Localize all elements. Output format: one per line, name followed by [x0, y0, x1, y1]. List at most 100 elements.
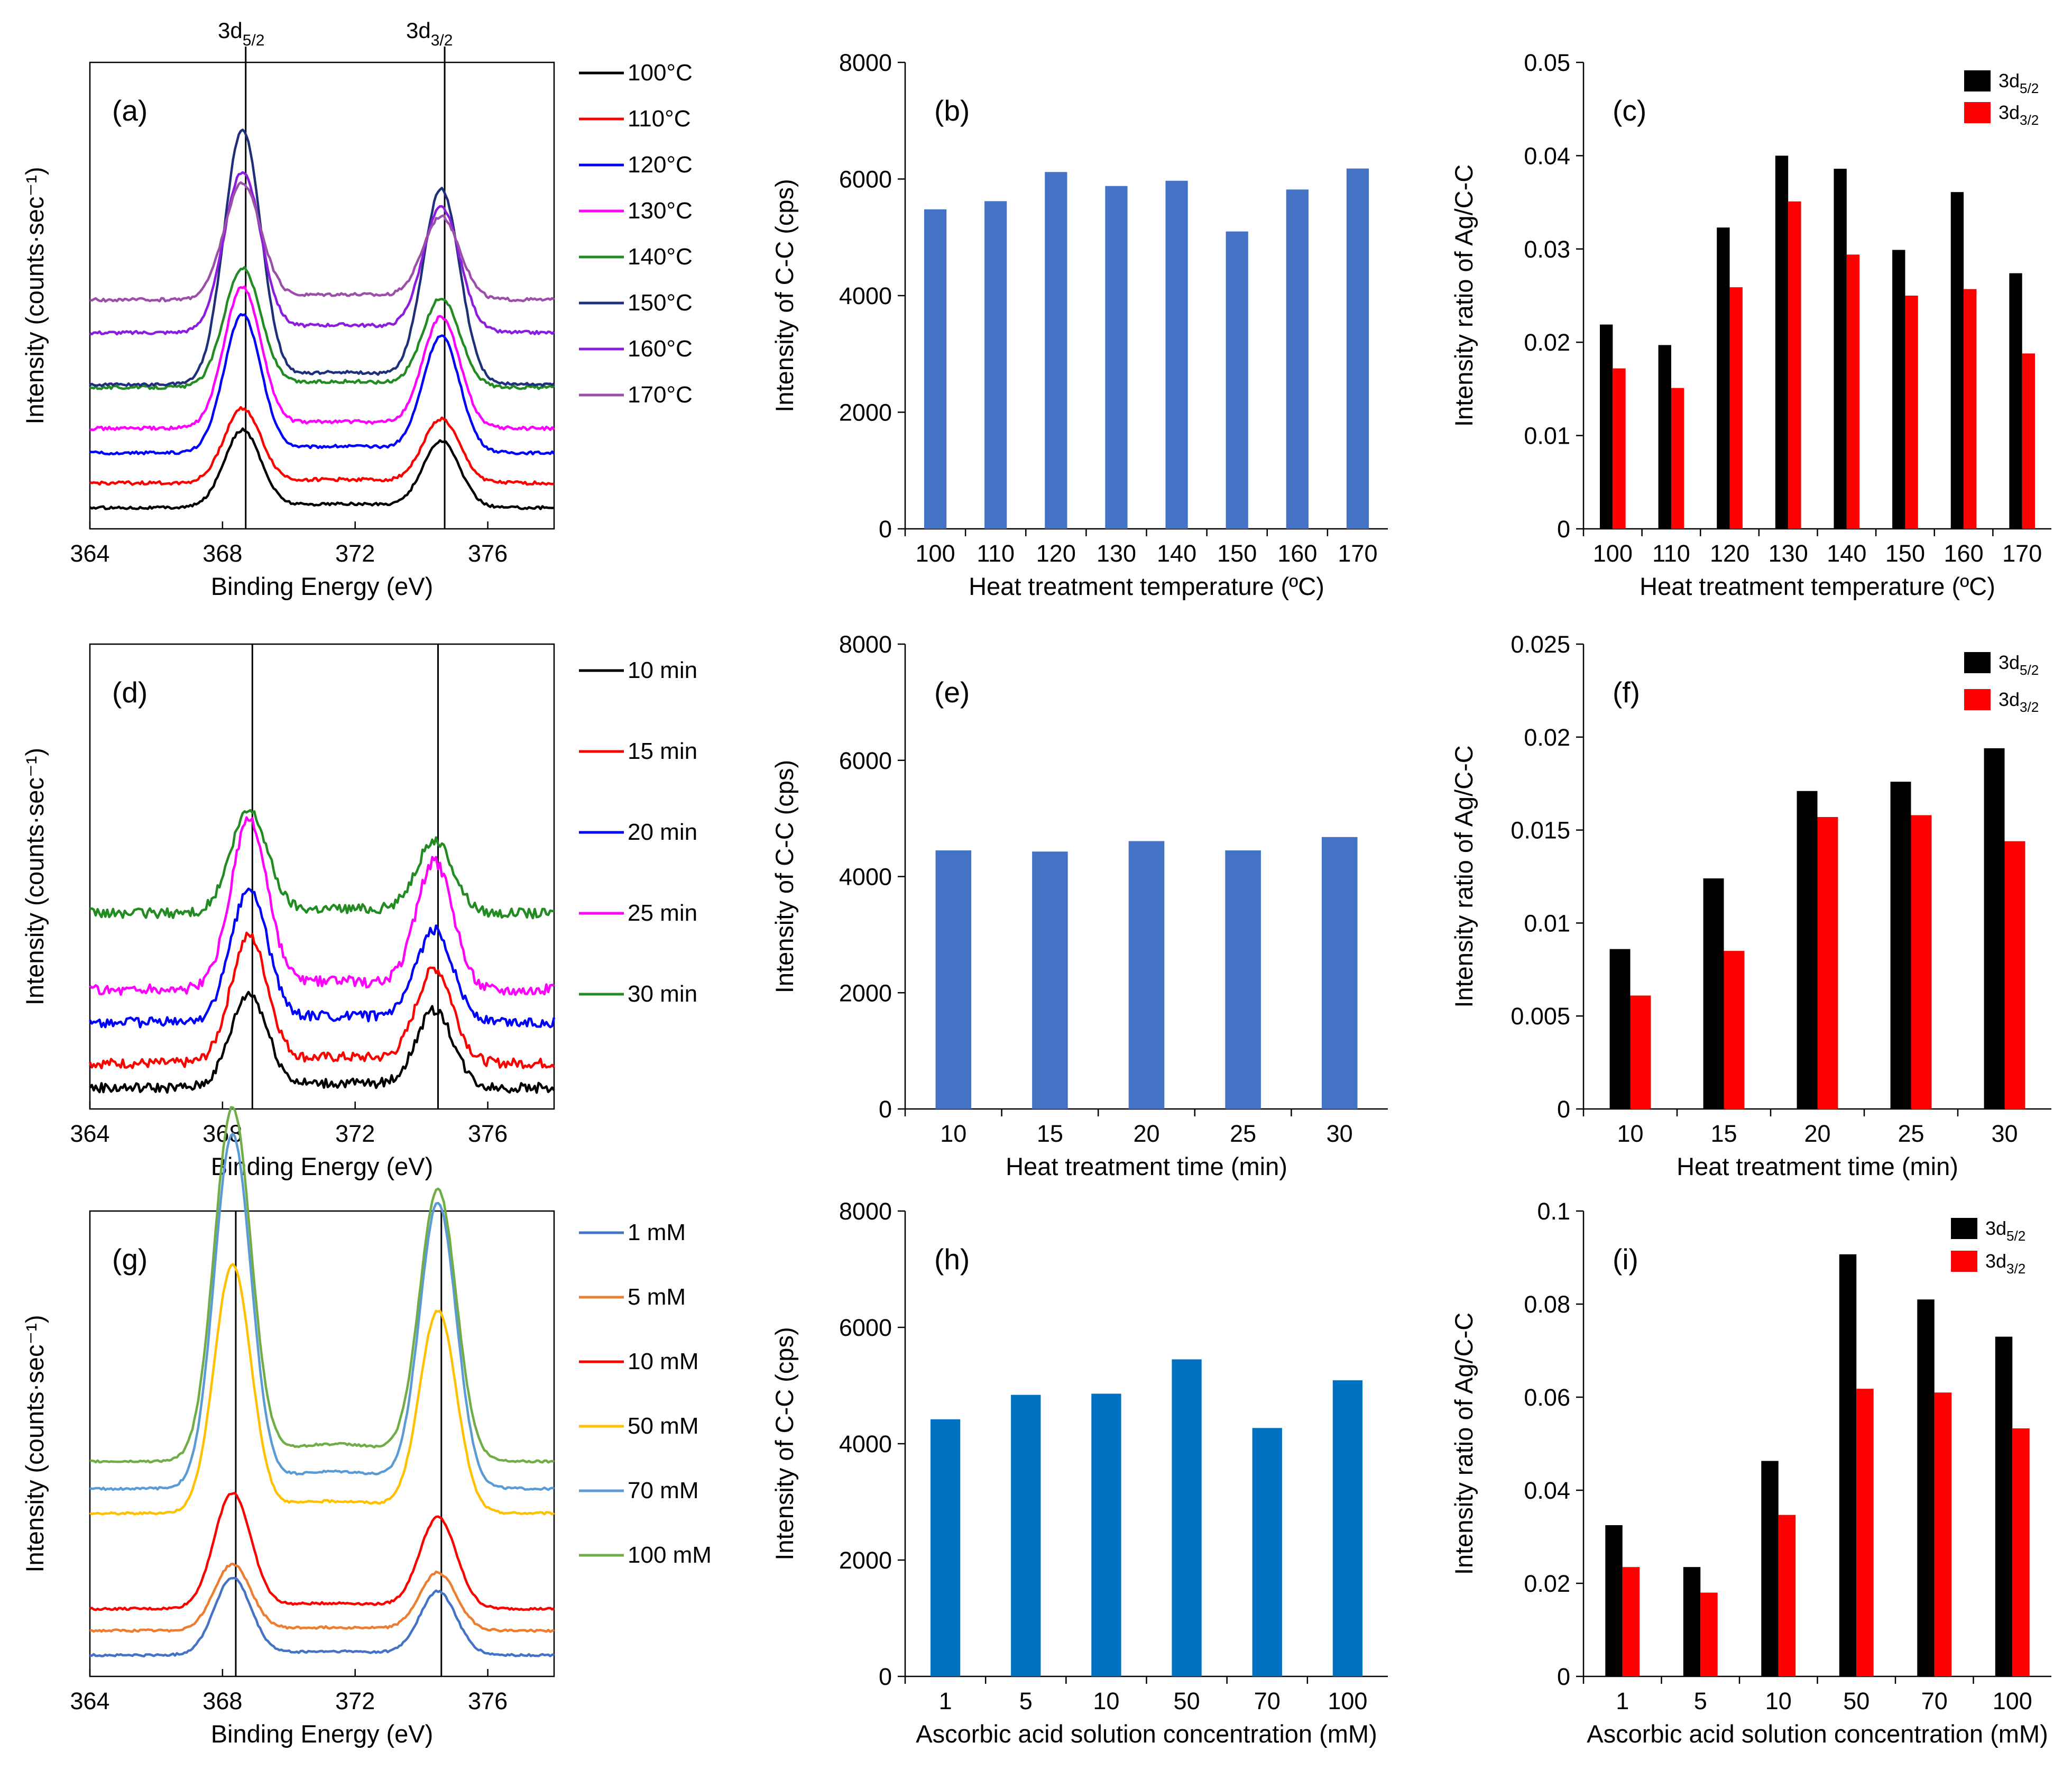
legend-entry: 120°C	[628, 152, 693, 178]
panel-label: (i)	[1613, 1243, 1638, 1276]
y-tick-label: 0.03	[1524, 236, 1570, 263]
legend-entry: 3d5/2	[1985, 1217, 2025, 1244]
y-axis-label: Intensity ratio of Ag/C-C	[1450, 745, 1478, 1007]
series-line	[89, 991, 555, 1094]
y-tick-label: 0	[879, 1663, 892, 1690]
x-tick-label: 10	[1765, 1688, 1792, 1714]
panel-label: (c)	[1613, 94, 1646, 127]
peak-labels: 3d5/2 3d3/2	[218, 18, 453, 49]
y-tick-label: 0.01	[1524, 423, 1570, 450]
y-tick-label: 2000	[839, 979, 892, 1006]
x-axis-label: Binding Energy (eV)	[211, 1152, 434, 1180]
x-tick-label: 368	[202, 1688, 242, 1714]
bar	[1839, 1254, 1857, 1676]
y-tick-label: 0.025	[1511, 631, 1570, 658]
y-tick-label: 0.04	[1524, 1477, 1570, 1504]
y-tick-label: 8000	[839, 631, 892, 658]
legend-swatch	[1964, 689, 1991, 710]
legend-entry: 70 mM	[628, 1478, 698, 1503]
y-axis-label: Intensity (counts·sec⁻¹)	[21, 748, 49, 1005]
x-tick-label: 15	[1037, 1120, 1063, 1147]
series-line	[89, 816, 555, 996]
bar	[1856, 1389, 1874, 1676]
x-axis-label: Ascorbic acid solution concentration (mM…	[1587, 1720, 2048, 1748]
bar	[1964, 289, 1977, 529]
legend-entry: 3d3/2	[1999, 102, 2039, 128]
x-axis-label: Heat treatment time (min)	[1006, 1152, 1287, 1180]
x-tick-label: 150	[1217, 540, 1257, 567]
bar	[1911, 815, 1932, 1109]
y-tick-label: 6000	[839, 1314, 892, 1341]
x-tick-label: 376	[468, 1688, 508, 1714]
legend-entry: 140°C	[628, 244, 693, 270]
y-axis-label: Intensity (counts·sec⁻¹)	[21, 167, 49, 424]
x-tick-label: 368	[202, 540, 242, 567]
y-axis-label: Intensity ratio of Ag/C-C	[1450, 1313, 1478, 1575]
bar	[2012, 1428, 2030, 1676]
plot-frame	[89, 643, 555, 1110]
legend-entry: 3d5/2	[1999, 70, 2039, 96]
y-tick-label: 2000	[839, 399, 892, 426]
x-tick-label: 10	[1617, 1120, 1643, 1147]
x-axis-label: Heat treatment time (min)	[1677, 1152, 1958, 1180]
bar	[1778, 1515, 1796, 1676]
x-tick-label: 5	[1019, 1688, 1033, 1714]
panel-label: (f)	[1613, 676, 1640, 709]
bar	[1984, 748, 2005, 1109]
peak-label-3d32: 3d3/2	[406, 18, 453, 49]
x-tick-label: 30	[1991, 1120, 2018, 1147]
legend-entry: 50 mM	[628, 1413, 698, 1439]
bar	[1630, 995, 1651, 1109]
legend-entry: 15 min	[628, 738, 697, 764]
plot-frame	[89, 61, 555, 530]
x-tick-label: 70	[1254, 1688, 1281, 1714]
bar	[1834, 169, 1847, 529]
bar	[1890, 782, 1911, 1109]
x-axis-label: Binding Energy (eV)	[211, 572, 434, 600]
bar	[2004, 841, 2025, 1109]
x-tick-label: 364	[70, 1120, 109, 1147]
bar	[1045, 172, 1067, 529]
x-tick-label: 372	[335, 1688, 375, 1714]
x-tick-label: 30	[1327, 1120, 1353, 1147]
panel-label: (b)	[934, 94, 970, 127]
x-tick-label: 1	[1616, 1688, 1629, 1714]
bar	[1917, 1299, 1935, 1676]
legend-entry: 5 mM	[628, 1284, 686, 1310]
x-tick-label: 20	[1133, 1120, 1159, 1147]
bar	[1622, 1567, 1640, 1676]
bar	[930, 1419, 961, 1676]
legend-swatch	[1951, 1251, 1977, 1272]
x-tick-label: 10	[1093, 1688, 1119, 1714]
bar	[1703, 878, 1724, 1109]
y-tick-label: 8000	[839, 49, 892, 76]
y-tick-label: 0.08	[1524, 1291, 1570, 1318]
bar	[1775, 155, 1789, 529]
series-line	[89, 1106, 555, 1464]
series-line	[89, 313, 555, 456]
bar	[2022, 353, 2036, 529]
legend-entry: 20 min	[628, 819, 697, 845]
y-tick-label: 0	[1557, 1096, 1570, 1123]
x-tick-label: 50	[1174, 1688, 1200, 1714]
x-tick-label: 110	[1652, 540, 1690, 567]
bar	[1321, 837, 1358, 1109]
panel-label: (e)	[934, 676, 970, 709]
bar	[1172, 1359, 1202, 1676]
x-tick-label: 130	[1097, 540, 1136, 567]
x-tick-label: 372	[335, 1120, 375, 1147]
bar	[1346, 168, 1369, 529]
legend: 100°C 110°C 120°C 130°C 140°C 150°C 160°C 170°C	[579, 60, 693, 408]
series-line	[88, 931, 555, 1069]
y-tick-label: 6000	[839, 166, 892, 193]
series-line	[89, 266, 555, 390]
y-tick-label: 2000	[839, 1547, 892, 1574]
bar	[1729, 287, 1743, 529]
y-tick-label: 4000	[839, 282, 892, 309]
x-tick-label: 150	[1885, 540, 1925, 567]
x-tick-label: 20	[1804, 1120, 1830, 1147]
y-tick-label: 0	[1557, 516, 1570, 543]
y-tick-label: 0.04	[1524, 142, 1570, 169]
panel-label: (a)	[112, 94, 148, 127]
